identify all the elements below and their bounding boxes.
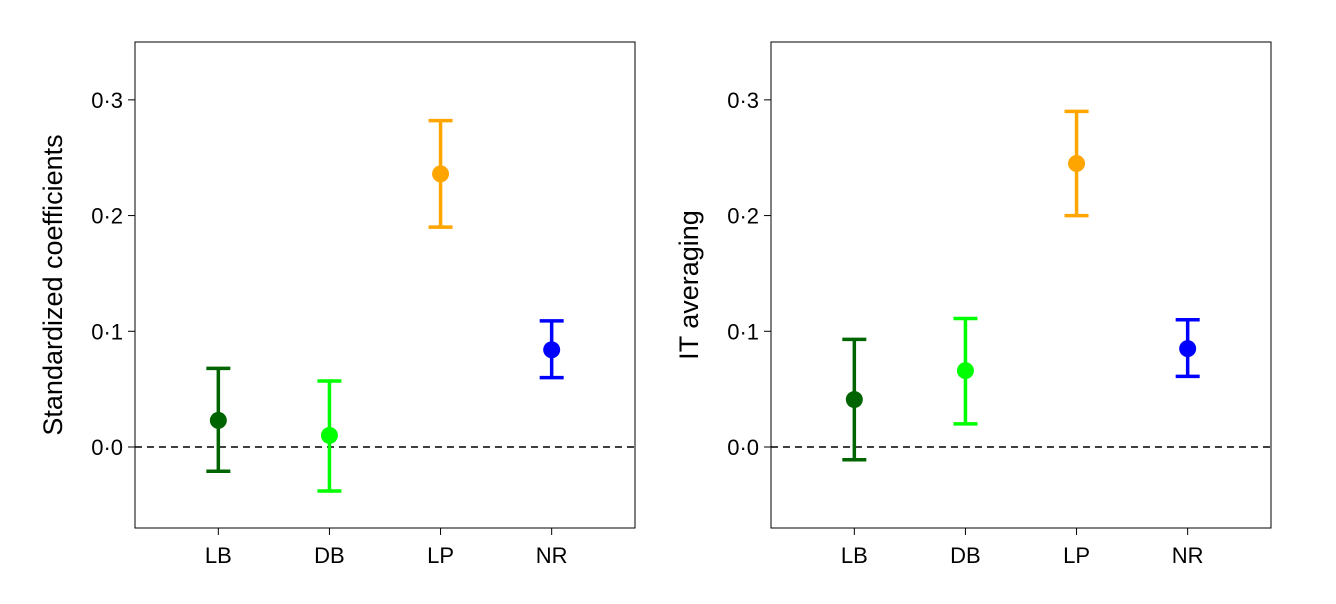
x-tick-label-nr: NR (536, 543, 568, 568)
x-tick-label-db: DB (950, 543, 981, 568)
point-lp (1068, 155, 1086, 172)
plot-frame (770, 41, 1272, 529)
point-lb (209, 411, 227, 429)
error-bar-lp (1064, 109, 1089, 218)
x-tick-label-lb: LB (205, 543, 232, 568)
y-tick-label: 0·2 (91, 204, 123, 229)
point-lp (432, 165, 450, 183)
error-bar-lb (206, 366, 231, 474)
y-axis-title: IT averaging (674, 210, 704, 360)
x-tick-label-db: DB (314, 543, 345, 568)
error-bar-nr (1175, 317, 1200, 379)
panel-it-averaging: 0·0 0·1 0·2 0·3 LB DB LP NR IT averaging (674, 41, 1272, 568)
y-axis-title: Standardized coefficients (38, 134, 68, 435)
error-bar-lb (842, 337, 867, 462)
y-tick-label: 0·0 (727, 435, 759, 460)
y-tick-label: 0·3 (91, 88, 123, 113)
x-tick-label-nr: NR (1172, 543, 1204, 568)
point-db (320, 426, 338, 444)
error-bar-nr (539, 319, 564, 380)
x-tick-label-lp: LP (427, 543, 454, 568)
x-tick-label-lp: LP (1063, 543, 1090, 568)
y-tick-label: 0·0 (91, 435, 123, 460)
y-tick-label: 0·1 (91, 319, 123, 344)
y-tick-label: 0·3 (727, 88, 759, 113)
error-bar-db (317, 379, 342, 493)
plot-frame (134, 41, 636, 529)
point-nr (1179, 340, 1197, 358)
error-bar-lp (428, 118, 453, 229)
y-tick-label: 0·1 (727, 319, 759, 344)
point-lb (845, 391, 863, 409)
y-tick-label: 0·2 (727, 204, 759, 229)
panel-standardized-coefficients: 0·0 0·1 0·2 0·3 LB DB LP NR Standardized coeffic… (38, 41, 636, 568)
error-bar-db (953, 316, 978, 426)
x-tick-label-lb: LB (841, 543, 868, 568)
point-db (956, 362, 974, 380)
point-nr (543, 341, 561, 359)
